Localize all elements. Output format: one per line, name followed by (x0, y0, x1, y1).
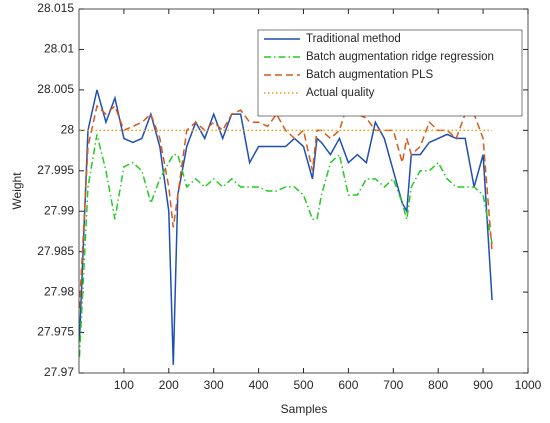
y-tick-label: 28.015 (37, 1, 74, 15)
x-tick-label: 900 (473, 378, 493, 392)
x-tick-label: 600 (338, 378, 358, 392)
x-tick-label: 800 (428, 378, 448, 392)
legend-label: Traditional method (306, 33, 401, 45)
y-tick-label: 28 (61, 123, 75, 137)
y-tick-label: 28.01 (44, 42, 74, 56)
y-tick-label: 27.98 (44, 284, 74, 298)
y-axis-label: Weight (10, 172, 24, 210)
x-tick-label: 400 (249, 378, 269, 392)
axes-box (78, 8, 529, 374)
y-tick-label: 28.005 (37, 82, 74, 96)
y-tick-label: 27.985 (37, 244, 74, 258)
y-tick-label: 27.97 (44, 365, 74, 379)
y-tick-label: 27.975 (37, 325, 74, 339)
x-axis-label: Samples (281, 402, 328, 416)
x-tick-label: 300 (204, 378, 224, 392)
legend: Traditional method Batch augmentation rid… (257, 29, 523, 117)
legend-label: Batch augmentation PLS (306, 69, 434, 81)
y-tick-label: 27.995 (37, 163, 74, 177)
x-tick-label: 200 (159, 378, 179, 392)
legend-label: Batch augmentation ridge regression (306, 51, 494, 63)
x-tick-label: 700 (383, 378, 403, 392)
legend-box (257, 29, 523, 117)
x-tick-label: 100 (114, 378, 134, 392)
series-line (78, 134, 493, 357)
legend-label: Actual quality (306, 87, 375, 99)
x-tick-label: 1000 (515, 378, 542, 392)
x-tick-label: 500 (293, 378, 313, 392)
y-tick-label: 27.99 (44, 203, 74, 217)
series-line (78, 100, 493, 309)
